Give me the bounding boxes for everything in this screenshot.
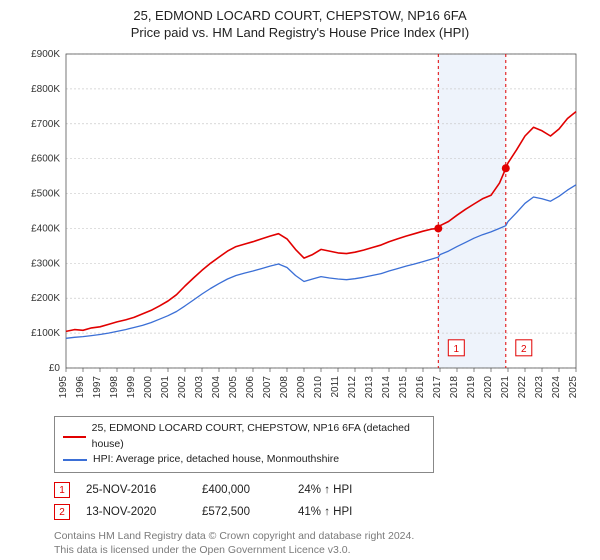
svg-text:£0: £0 xyxy=(49,363,61,374)
svg-text:2: 2 xyxy=(521,344,527,355)
svg-text:£500K: £500K xyxy=(31,188,60,199)
svg-text:1996: 1996 xyxy=(75,375,86,398)
svg-text:2015: 2015 xyxy=(398,375,409,398)
marker-row-1: 1 25-NOV-2016 £400,000 24% ↑ HPI xyxy=(54,479,586,501)
svg-text:£900K: £900K xyxy=(31,49,60,60)
price-chart: £0 £100K £200K £300K £400K £500K £600K £700K £80… xyxy=(14,48,586,408)
svg-text:2002: 2002 xyxy=(177,375,188,398)
svg-text:1999: 1999 xyxy=(126,375,137,398)
svg-text:2008: 2008 xyxy=(279,375,290,398)
marker-table: 1 25-NOV-2016 £400,000 24% ↑ HPI 2 13-NO… xyxy=(54,479,586,523)
svg-text:£800K: £800K xyxy=(31,84,60,95)
legend-row-property: 25, EDMOND LOCARD COURT, CHEPSTOW, NP16 … xyxy=(63,421,425,453)
svg-text:2017: 2017 xyxy=(432,375,443,398)
marker-price-2: £572,500 xyxy=(202,506,282,518)
footer-line1: Contains HM Land Registry data © Crown c… xyxy=(54,529,586,543)
svg-text:1: 1 xyxy=(454,344,460,355)
chart-area: £0 £100K £200K £300K £400K £500K £600K £700K £80… xyxy=(14,48,586,408)
svg-text:2013: 2013 xyxy=(364,375,375,398)
svg-text:£400K: £400K xyxy=(31,223,60,234)
footer-line2: This data is licensed under the Open Gov… xyxy=(54,543,586,557)
svg-text:£200K: £200K xyxy=(31,293,60,304)
marker-date-1: 25-NOV-2016 xyxy=(86,484,186,496)
legend-row-hpi: HPI: Average price, detached house, Monm… xyxy=(63,452,425,468)
legend-swatch-hpi xyxy=(63,459,87,461)
svg-text:2010: 2010 xyxy=(313,375,324,398)
legend-label-property: 25, EDMOND LOCARD COURT, CHEPSTOW, NP16 … xyxy=(92,421,425,453)
svg-text:£600K: £600K xyxy=(31,153,60,164)
svg-text:2009: 2009 xyxy=(296,375,307,398)
svg-text:2014: 2014 xyxy=(381,375,392,398)
marker-row-2: 2 13-NOV-2020 £572,500 41% ↑ HPI xyxy=(54,501,586,523)
marker-badge-1: 1 xyxy=(54,482,70,498)
legend-box: 25, EDMOND LOCARD COURT, CHEPSTOW, NP16 … xyxy=(54,416,434,473)
svg-text:2007: 2007 xyxy=(262,375,273,398)
footer: Contains HM Land Registry data © Crown c… xyxy=(54,529,586,557)
svg-text:2018: 2018 xyxy=(449,375,460,398)
svg-text:2004: 2004 xyxy=(211,375,222,398)
svg-text:2025: 2025 xyxy=(568,375,579,398)
legend-label-hpi: HPI: Average price, detached house, Monm… xyxy=(93,452,339,468)
marker-date-2: 13-NOV-2020 xyxy=(86,506,186,518)
chart-title-line1: 25, EDMOND LOCARD COURT, CHEPSTOW, NP16 … xyxy=(14,8,586,25)
svg-text:1995: 1995 xyxy=(58,375,69,398)
svg-text:2012: 2012 xyxy=(347,375,358,398)
svg-text:2021: 2021 xyxy=(500,375,511,398)
svg-text:£300K: £300K xyxy=(31,258,60,269)
svg-text:2019: 2019 xyxy=(466,375,477,398)
legend-swatch-property xyxy=(63,436,86,438)
svg-text:2020: 2020 xyxy=(483,375,494,398)
svg-text:2005: 2005 xyxy=(228,375,239,398)
svg-text:2022: 2022 xyxy=(517,375,528,398)
svg-text:2016: 2016 xyxy=(415,375,426,398)
svg-text:1997: 1997 xyxy=(92,375,103,398)
chart-title-line2: Price paid vs. HM Land Registry's House … xyxy=(14,25,586,42)
svg-text:2003: 2003 xyxy=(194,375,205,398)
svg-text:£700K: £700K xyxy=(31,119,60,130)
svg-text:2011: 2011 xyxy=(330,375,341,397)
svg-text:2024: 2024 xyxy=(551,375,562,398)
svg-text:£100K: £100K xyxy=(31,328,60,339)
marker-badge-2: 2 xyxy=(54,504,70,520)
svg-text:2000: 2000 xyxy=(143,375,154,398)
svg-text:2001: 2001 xyxy=(160,375,171,398)
marker-price-1: £400,000 xyxy=(202,484,282,496)
svg-text:2006: 2006 xyxy=(245,375,256,398)
svg-text:1998: 1998 xyxy=(109,375,120,398)
marker-diff-1: 24% ↑ HPI xyxy=(298,484,378,496)
marker-diff-2: 41% ↑ HPI xyxy=(298,506,378,518)
svg-text:2023: 2023 xyxy=(534,375,545,398)
